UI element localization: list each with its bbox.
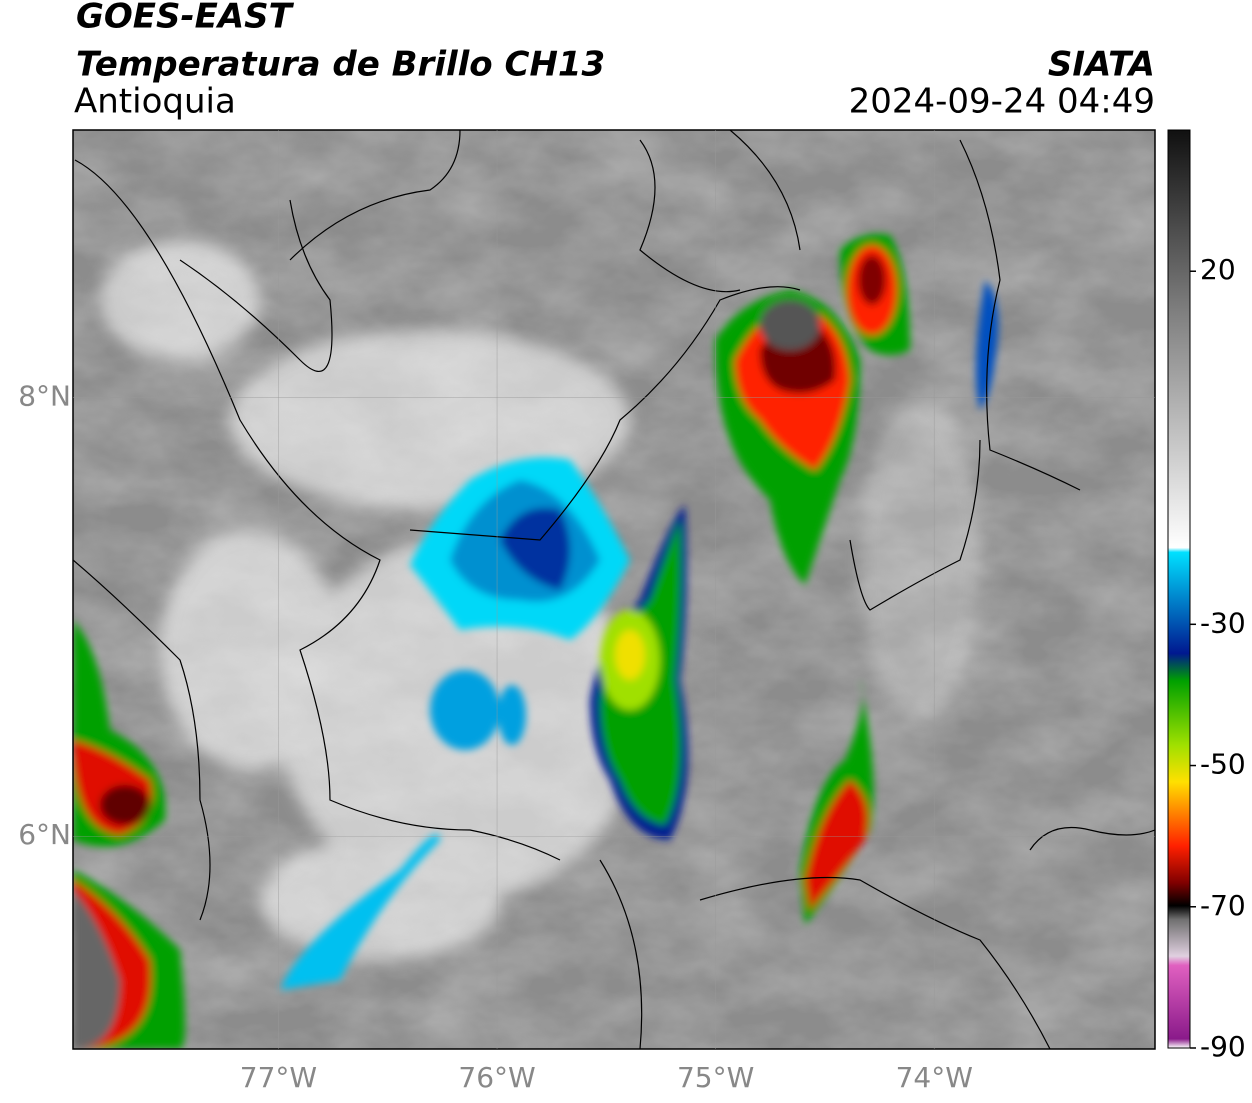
colorbar (1167, 129, 1191, 1049)
colorbar-tick-label: -50 (1200, 748, 1246, 781)
region: Antioquia (74, 82, 236, 122)
datetime: 2024-09-24 04:49 (849, 82, 1155, 122)
x-tick-label: 75°W (677, 1061, 754, 1094)
title: GOES-EAST (76, 0, 295, 37)
x-tick-label: 77°W (240, 1061, 317, 1094)
colorbar-tick-label: -70 (1200, 889, 1246, 922)
y-tick-label: 8°N (18, 380, 71, 413)
x-tick-label: 76°W (458, 1061, 535, 1094)
colorbar-tick-label: -30 (1200, 606, 1246, 639)
agency: SIATA (1048, 45, 1155, 85)
subtitle: Temperatura de Brillo CH13 (76, 45, 605, 85)
map-frame (72, 129, 1156, 1050)
y-tick-label: 6°N (18, 818, 71, 851)
x-tick-label: 74°W (896, 1061, 973, 1094)
colorbar-tick-label: 20 (1200, 253, 1236, 286)
colorbar-tick-label: -90 (1200, 1030, 1246, 1063)
map-image (73, 130, 1155, 1049)
